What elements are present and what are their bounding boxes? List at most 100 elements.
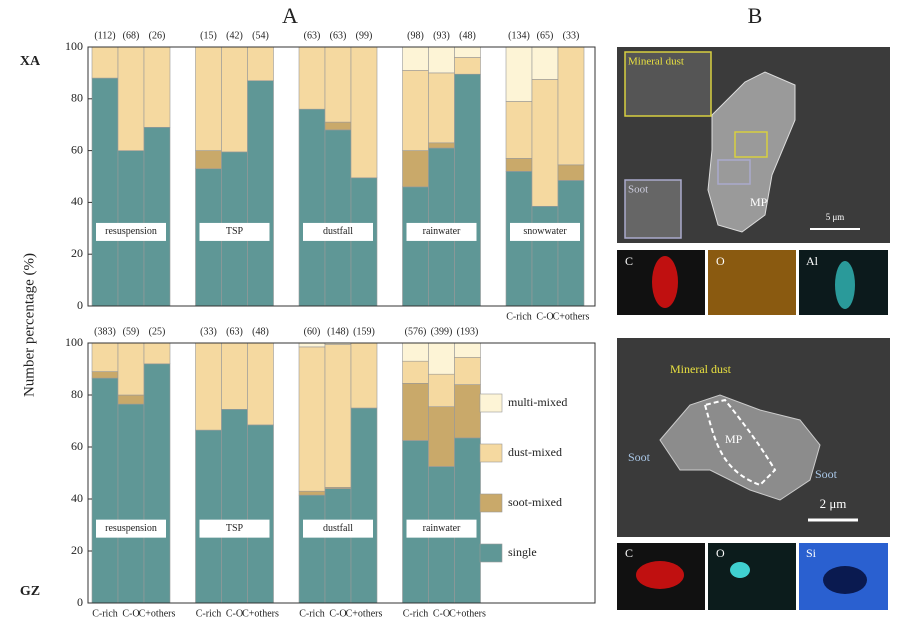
bar-segment — [117, 403, 145, 604]
bar-count: (399) — [431, 326, 453, 337]
sem-image: Mineral dust Soot MP 5 μm — [617, 47, 890, 243]
bar-segment — [298, 342, 326, 348]
group-label-box — [199, 519, 270, 538]
bar-segment — [428, 342, 455, 375]
x-tick-label: C-O — [122, 608, 139, 619]
bar-segment — [298, 494, 326, 604]
bar-count: (63) — [330, 30, 347, 41]
bar-segment — [324, 129, 352, 307]
bar-segment — [195, 342, 222, 431]
bar-count: (15) — [200, 30, 217, 41]
map-label: Si — [806, 546, 817, 560]
bar-segment — [350, 46, 378, 179]
bar-segment — [143, 342, 171, 365]
sem-image: Mineral dust MP Soot Soot 2 μm — [617, 338, 890, 537]
group-label-box — [406, 519, 477, 538]
bar-segment — [143, 46, 171, 128]
bar-segment — [454, 356, 481, 385]
bar-segment — [428, 373, 455, 408]
bar-count: (99) — [356, 30, 373, 41]
bar-segment — [557, 180, 585, 307]
bar-count: (148) — [327, 326, 349, 337]
y-tick-label: 60 — [71, 439, 83, 453]
panel-label: B — [748, 3, 763, 28]
element-maps: C O Al — [617, 250, 888, 315]
y-tick-label: 100 — [65, 39, 83, 53]
bar-count: (63) — [226, 326, 243, 337]
y-tick-label: 20 — [71, 543, 83, 557]
bar-count: (193) — [457, 326, 479, 337]
map-label: Al — [806, 254, 819, 268]
x-tick-label: C+others — [139, 608, 176, 619]
bar-segment — [91, 77, 119, 307]
bar-segment — [221, 342, 248, 410]
bar-segment — [428, 46, 455, 74]
bar-segment — [324, 343, 352, 488]
bar-segment — [531, 205, 559, 307]
x-tick-label: C-O — [226, 608, 243, 619]
bar-segment — [531, 79, 559, 207]
group-label: TSP — [226, 523, 244, 534]
bar-segment — [557, 164, 585, 181]
x-tick-label: C+others — [346, 608, 383, 619]
bar-count: (576) — [405, 326, 427, 337]
group-label-box — [303, 222, 373, 241]
bar-segment — [428, 406, 455, 467]
bar-segment — [402, 382, 429, 441]
legend-swatch — [479, 543, 503, 563]
x-tick-label: C+others — [242, 608, 279, 619]
bar-count: (54) — [252, 30, 269, 41]
annotation: Mineral dust — [628, 56, 684, 68]
bar-segment — [428, 142, 455, 149]
bar-segment — [402, 186, 429, 307]
annotation: MP — [725, 432, 743, 446]
bar-count: (33) — [200, 326, 217, 337]
map-label: C — [625, 546, 633, 560]
bar-segment — [117, 46, 145, 151]
x-tick-label: C-rich — [403, 608, 429, 619]
x-tick-label: C-O — [536, 311, 553, 322]
bar-segment — [350, 407, 378, 604]
map-label: O — [716, 546, 725, 560]
bar-count: (48) — [459, 30, 476, 41]
scale-bar: 2 μm — [820, 496, 847, 511]
map-label: C — [625, 254, 633, 268]
x-tick-label: C-O — [329, 608, 346, 619]
group-label-box — [303, 519, 373, 538]
group-label-box — [96, 222, 166, 241]
bar-segment — [454, 384, 481, 439]
bar-segment — [143, 126, 171, 307]
annotation: Soot — [815, 467, 838, 481]
bar-count: (63) — [304, 30, 321, 41]
bar-segment — [298, 346, 326, 492]
bar-segment — [324, 488, 352, 604]
bar-segment — [298, 46, 326, 110]
bar-count: (98) — [407, 30, 424, 41]
group-label: rainwater — [423, 226, 461, 237]
annotation: Soot — [628, 184, 648, 196]
group-label: resuspension — [105, 523, 157, 534]
legend-label: single — [508, 545, 537, 559]
plot-frame — [87, 342, 596, 604]
group-label-box — [96, 519, 166, 538]
bar-count: (93) — [433, 30, 450, 41]
bar-segment — [247, 342, 274, 426]
bar-count: (59) — [123, 326, 140, 337]
x-tick-label: C+others — [449, 608, 486, 619]
annotation: MP — [750, 195, 768, 209]
y-tick-label: 100 — [65, 335, 83, 349]
legend-swatch — [479, 443, 503, 463]
y-tick-label: 40 — [71, 491, 83, 505]
bar-segment — [324, 46, 352, 123]
y-tick-label: 0 — [77, 595, 83, 609]
bar-count: (60) — [304, 326, 321, 337]
bar-segment — [324, 121, 352, 131]
bar-segment — [402, 150, 429, 188]
x-tick-label: C-O — [433, 608, 450, 619]
legend-label: soot-mixed — [508, 495, 562, 509]
bar-segment — [454, 46, 481, 58]
bar-segment — [298, 490, 326, 496]
bar-count: (65) — [537, 30, 554, 41]
annotation: Mineral dust — [670, 362, 732, 376]
x-tick-label: C-rich — [92, 608, 118, 619]
